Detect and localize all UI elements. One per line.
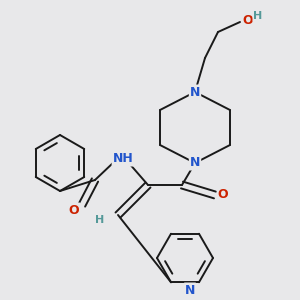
Text: N: N xyxy=(185,284,195,296)
Text: O: O xyxy=(69,203,79,217)
Text: O: O xyxy=(243,14,253,26)
Text: H: H xyxy=(95,215,105,225)
Text: N: N xyxy=(190,85,200,98)
Text: N: N xyxy=(190,157,200,169)
Text: O: O xyxy=(218,188,228,202)
Text: NH: NH xyxy=(112,152,134,166)
Text: H: H xyxy=(254,11,262,21)
